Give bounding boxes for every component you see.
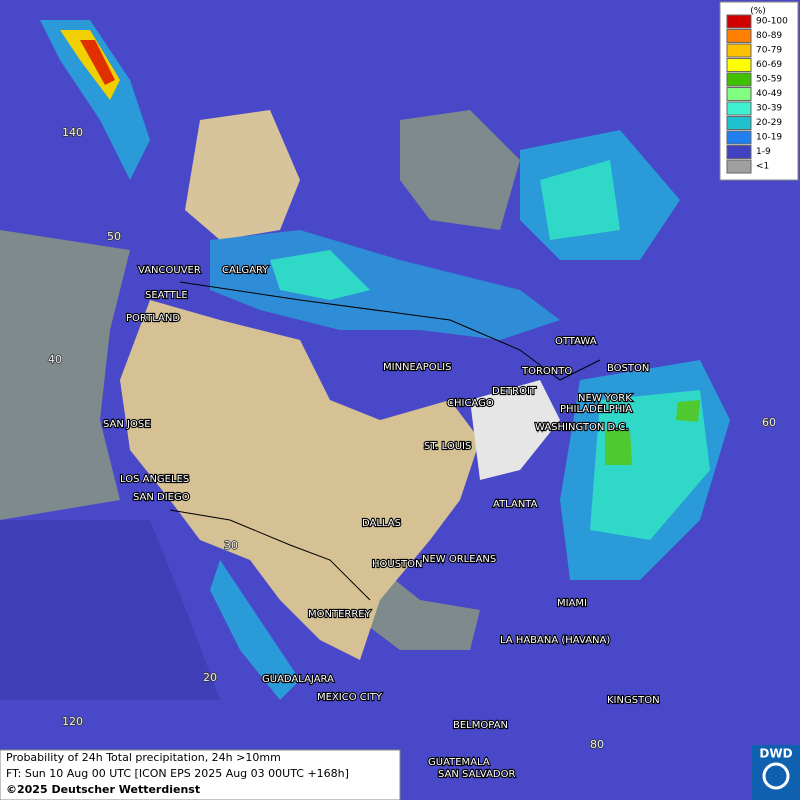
rain-area (270, 250, 370, 300)
city-label: SAN JOSE (103, 419, 151, 430)
legend-swatch (726, 29, 752, 43)
city-label: LOS ANGELES (120, 474, 189, 485)
ocean-dry (0, 230, 130, 520)
grid-label: 20 (203, 671, 217, 684)
legend-label: 10-19 (756, 133, 782, 143)
city-label: TORONTO (521, 366, 572, 377)
city-label: GUATEMALA (428, 757, 490, 768)
city-label: HOUSTON (372, 559, 423, 570)
rain-area (210, 560, 300, 700)
land-dry (185, 110, 300, 240)
legend-label: 30-39 (756, 104, 782, 114)
grid-label: 80 (590, 738, 604, 751)
legend-label: 1-9 (756, 147, 771, 157)
legend-swatch (726, 14, 752, 29)
city-label: BELMOPAN (453, 720, 508, 731)
city-label: LA HABANA (HAVANA) (500, 635, 610, 646)
legend-label: <1 (756, 162, 769, 172)
dry-area (400, 110, 520, 230)
city-label: SAN SALVADOR (438, 769, 515, 780)
land-dry (470, 380, 560, 480)
city-label: ATLANTA (493, 499, 538, 510)
city-label: CALGARY (222, 265, 269, 276)
footer-copyright: ©2025 Deutscher Wetterdienst (6, 783, 200, 796)
city-label: KINGSTON (607, 695, 660, 706)
logo-icon (762, 762, 790, 790)
legend-swatch (726, 58, 752, 72)
city-label: MINNEAPOLIS (383, 362, 451, 373)
city-label: VANCOUVER (138, 265, 201, 276)
legend-label: 80-89 (756, 31, 782, 41)
rain-area (540, 160, 620, 240)
grid-label: 50 (107, 230, 121, 243)
city-label: SAN DIEGO (133, 492, 190, 503)
city-label: WASHINGTON D.C. (535, 422, 629, 433)
city-label: ST. LOUIS (424, 441, 471, 452)
legend-swatch (726, 159, 752, 174)
rain-area (605, 430, 632, 465)
rain-area (676, 400, 700, 422)
city-label: NEW ORLEANS (422, 554, 496, 565)
border-line (179, 281, 601, 381)
city-label: OTTAWA (555, 336, 597, 347)
rain-area (590, 390, 710, 540)
legend-swatch (726, 87, 752, 101)
city-label: CHICAGO (447, 398, 494, 409)
legend-swatch (726, 72, 752, 87)
legend-swatch (726, 101, 752, 116)
city-label: MEXICO CITY (317, 692, 383, 703)
rain-area (40, 20, 150, 180)
grid-label: 40 (48, 353, 62, 366)
footer-title: Probability of 24h Total precipitation, … (6, 751, 281, 764)
city-label: PORTLAND (126, 313, 180, 324)
city-label: MIAMI (557, 598, 587, 609)
city-label: DETROIT (492, 386, 537, 397)
legend-swatch (726, 145, 752, 159)
city-label: MONTERREY (308, 609, 372, 620)
city-label: NEW YORK (578, 393, 632, 404)
city-label: DALLAS (362, 518, 401, 529)
legend-swatch (726, 43, 752, 58)
grid-label: 60 (762, 416, 776, 429)
legend-label: 60-69 (756, 60, 782, 70)
legend-label: 40-49 (756, 89, 782, 99)
city-label: SEATTLE (145, 290, 188, 301)
legend-label: 20-29 (756, 118, 782, 128)
grid-label: 30 (224, 539, 238, 552)
legend-swatch (726, 130, 752, 145)
city-label: PHILADELPHIA (560, 404, 632, 415)
legend-swatch (726, 116, 752, 130)
footer-box (0, 749, 401, 800)
logo-box (752, 745, 800, 800)
ocean (0, 520, 220, 700)
grid-label: 120 (62, 715, 83, 728)
logo-text: DWD (759, 747, 792, 761)
city-label: GUADALAJARA (262, 674, 334, 685)
land-dry (120, 300, 480, 660)
footer-forecast: FT: Sun 10 Aug 00 UTC [ICON EPS 2025 Aug… (6, 767, 349, 780)
grid-label: 140 (62, 126, 83, 139)
rain-area (80, 40, 115, 85)
border-line (169, 509, 371, 601)
legend-label: 50-59 (756, 75, 782, 85)
legend-title: (%) (750, 7, 766, 17)
legend-label: 90-100 (756, 17, 788, 27)
legend-label: 70-79 (756, 46, 782, 56)
city-label: BOSTON (607, 363, 649, 374)
borders (169, 281, 601, 601)
